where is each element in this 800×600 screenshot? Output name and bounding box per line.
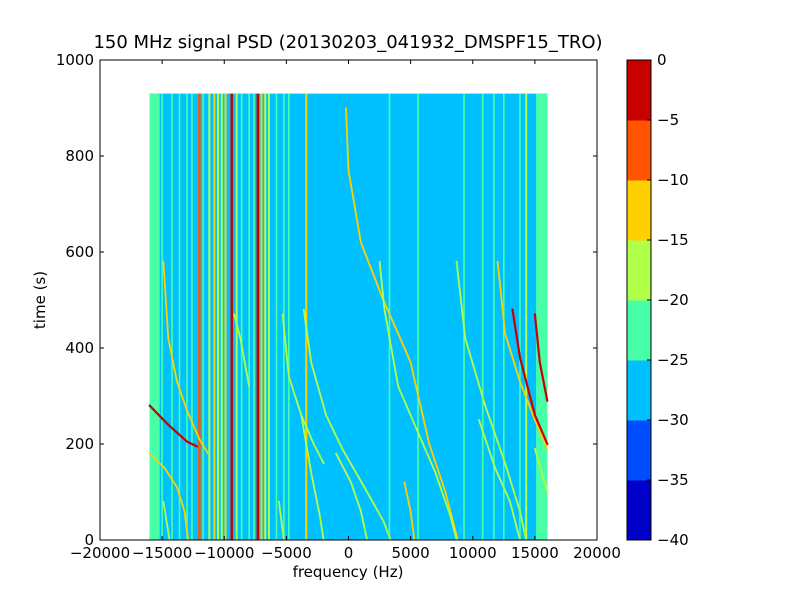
heatmap-trace: [403, 481, 416, 540]
colorbar: −40 −35 −30 −25 −20 −15 −10 −5 0: [626, 51, 689, 549]
y-tick-label: 800: [65, 147, 94, 165]
x-tick-label: −5000: [261, 544, 312, 562]
heatmap-line: [220, 93, 223, 540]
colorbar-tick-label: 0: [657, 51, 667, 69]
colorbar-segment: [627, 480, 651, 541]
heatmap-trace: [300, 414, 325, 540]
heatmap-line: [493, 93, 495, 540]
heatmap-trace: [335, 452, 369, 540]
x-axis-label: frequency (Hz): [293, 563, 404, 581]
x-tick-label: −20000: [70, 544, 130, 562]
heatmap-trace: [302, 308, 392, 540]
heatmap-trace: [345, 107, 459, 540]
heatmap-line: [525, 93, 528, 540]
heatmap-trace: [533, 313, 549, 402]
x-tick-label: −15000: [132, 544, 192, 562]
x-tick-label: 15000: [511, 544, 559, 562]
heatmap-line: [463, 93, 465, 540]
heatmap-line: [481, 93, 484, 540]
x-tick-label: 10000: [449, 544, 497, 562]
x-tick-label: 5000: [392, 544, 430, 562]
colorbar-segment: [627, 60, 651, 121]
heatmap-line: [256, 93, 260, 540]
colorbar-tick-label: −5: [657, 111, 679, 129]
heatmap-trace: [478, 419, 521, 540]
colorbar-segment: [627, 360, 651, 421]
heatmap-trace: [534, 447, 549, 493]
heatmap-line: [186, 93, 188, 540]
x-tick-label: 20000: [573, 544, 621, 562]
heatmap-line: [275, 93, 278, 540]
y-tick-label: 1000: [56, 51, 94, 69]
heatmap-line: [213, 93, 216, 540]
heatmap-trace: [511, 308, 549, 446]
heatmap-edge-band: [149, 93, 160, 540]
heatmap-trace: [162, 500, 171, 540]
x-axis-ticks: −20000 −15000 −10000 −5000 0 5000 10000 15000 20…: [70, 60, 621, 562]
heatmap-line: [305, 93, 308, 540]
chart-title: 150 MHz signal PSD (20130203_041932_DMSP…: [93, 32, 602, 53]
heatmap-line: [191, 93, 193, 540]
heatmap-line: [240, 93, 243, 540]
colorbar-segment: [627, 180, 651, 241]
heatmap-line: [202, 93, 204, 540]
heatmap-line: [178, 93, 181, 540]
colorbar-tick-label: −35: [657, 471, 689, 489]
y-axis-label: time (s): [31, 271, 49, 329]
heatmap-line: [161, 93, 163, 540]
heatmap-line: [208, 93, 211, 540]
colorbar-segment: [627, 300, 651, 361]
heatmap-line: [253, 93, 255, 540]
heatmap-trace: [148, 404, 198, 448]
heatmap-line: [288, 93, 290, 540]
colorbar-segment: [627, 420, 651, 481]
heatmap-line: [224, 93, 227, 540]
y-tick-label: 600: [65, 243, 94, 261]
heatmap-line: [264, 93, 267, 540]
heatmap-line: [283, 93, 285, 540]
heatmap-line: [248, 93, 250, 540]
colorbar-tick-label: −15: [657, 231, 689, 249]
colorbar-tick-label: −25: [657, 351, 689, 369]
heatmap-trace: [496, 260, 549, 450]
x-tick-label: −10000: [194, 544, 254, 562]
psd-heatmap: [148, 93, 549, 540]
colorbar-segment: [627, 240, 651, 301]
heatmap-line: [260, 93, 263, 540]
heatmap-line: [171, 93, 173, 540]
heatmap-trace: [233, 313, 251, 388]
heatmap-trace: [148, 452, 190, 540]
colorbar-tick-label: −30: [657, 411, 689, 429]
heatmap-line: [388, 93, 391, 540]
colorbar-tick-label: −20: [657, 291, 689, 309]
heatmap-line: [217, 93, 220, 540]
heatmap-trace: [162, 260, 210, 455]
y-tick-label: 400: [65, 339, 94, 357]
heatmap-trace: [277, 500, 285, 540]
heatmap-line: [519, 93, 521, 540]
colorbar-tick-label: −10: [657, 171, 689, 189]
heatmap-line: [235, 93, 238, 540]
y-axis-ticks: 0 200 400 600 800 1000: [56, 51, 597, 549]
heatmap-line: [230, 93, 233, 540]
heatmap-trace: [455, 260, 528, 540]
heatmap-edge-band: [536, 93, 548, 540]
heatmap-line: [198, 93, 201, 540]
y-tick-label: 200: [65, 435, 94, 453]
heatmap-line: [267, 93, 270, 540]
colorbar-tick-label: −40: [657, 531, 689, 549]
heatmap-line: [417, 93, 419, 540]
x-tick-label: 0: [344, 544, 354, 562]
colorbar-segment: [627, 120, 651, 181]
heatmap-trace: [378, 260, 458, 540]
y-tick-label: 0: [84, 531, 94, 549]
